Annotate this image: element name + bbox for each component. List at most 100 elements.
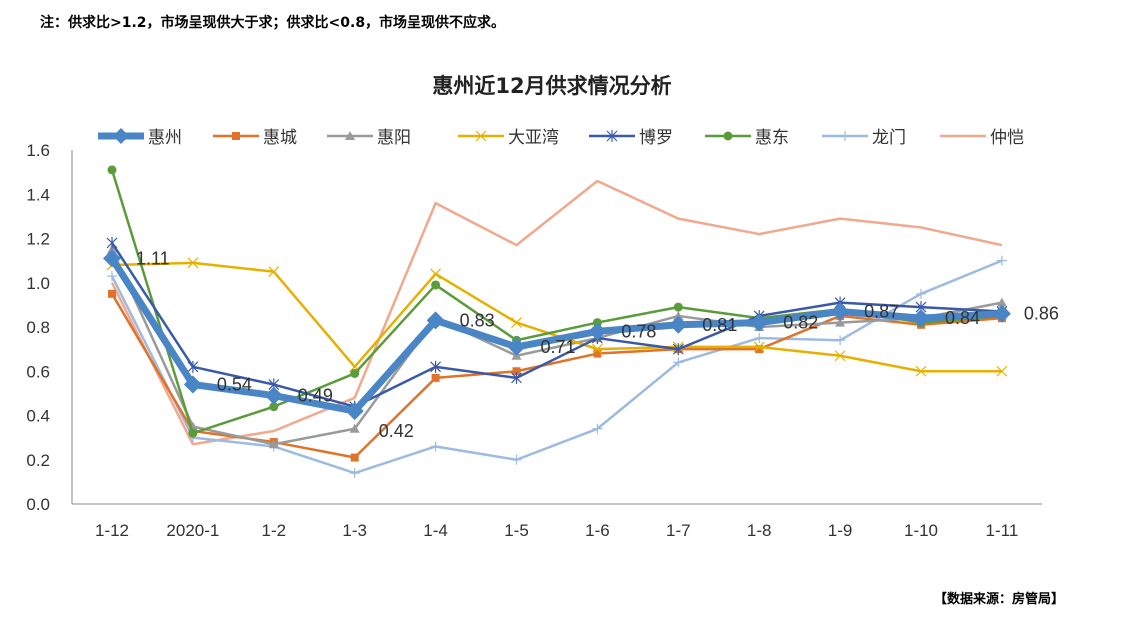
y-tick-label: 1.2 xyxy=(26,230,50,249)
legend-marker xyxy=(840,131,850,141)
y-tick-label: 0.4 xyxy=(26,407,50,426)
data-source: 【数据来源：房管局】 xyxy=(933,592,1064,607)
data-point xyxy=(107,271,117,282)
data-label: 1.11 xyxy=(136,248,170,268)
data-point xyxy=(588,322,607,341)
data-point xyxy=(187,360,199,373)
data-label: 0.49 xyxy=(298,386,333,406)
data-point xyxy=(350,368,360,378)
data-point xyxy=(350,453,359,462)
x-tick-label: 1-5 xyxy=(504,521,529,540)
x-tick-label: 1-2 xyxy=(262,521,287,540)
data-label: 0.84 xyxy=(945,308,980,328)
data-point xyxy=(915,365,927,377)
legend-marker xyxy=(345,131,355,140)
data-point xyxy=(264,386,283,405)
data-point xyxy=(835,317,846,327)
data-point xyxy=(345,402,364,421)
legend-marker xyxy=(475,130,487,142)
data-point xyxy=(591,343,603,355)
data-point xyxy=(992,304,1011,323)
data-point xyxy=(511,454,522,465)
series-line xyxy=(110,242,1002,408)
series-仲恺 xyxy=(110,179,1003,446)
data-point xyxy=(669,315,688,334)
legend-item: 仲恺 xyxy=(940,128,1024,148)
data-point xyxy=(507,337,526,356)
data-point xyxy=(592,423,603,434)
data-label: 0.81 xyxy=(702,315,737,335)
data-point xyxy=(834,350,846,362)
data-point xyxy=(430,441,441,452)
x-tick-label: 1-9 xyxy=(828,521,853,540)
y-tick-label: 0.8 xyxy=(26,318,50,337)
legend-label: 惠东 xyxy=(755,128,789,148)
data-point xyxy=(673,310,684,320)
data-label: 0.83 xyxy=(460,310,495,330)
chart-title: 惠州近12月供求情况分析 xyxy=(432,74,671,98)
data-point xyxy=(912,309,930,328)
x-tick-label: 1-11 xyxy=(986,521,1019,540)
data-point xyxy=(188,428,198,438)
data-point xyxy=(107,165,117,175)
data-point xyxy=(349,423,360,433)
data-point xyxy=(268,266,280,278)
y-tick-label: 1.0 xyxy=(26,274,50,293)
x-tick-label: 1-12 xyxy=(95,521,129,540)
data-point xyxy=(831,302,850,321)
data-point xyxy=(269,402,279,412)
data-point xyxy=(430,360,442,373)
data-point xyxy=(996,365,1008,377)
x-tick-label: 1-6 xyxy=(585,521,610,540)
y-tick-label: 1.6 xyxy=(26,141,50,160)
data-label: 0.78 xyxy=(621,321,656,341)
data-point xyxy=(187,257,199,269)
legend-item: 龙门 xyxy=(822,128,906,148)
data-point xyxy=(835,335,846,346)
legend: 惠州 惠城 惠阳 大亚湾 博罗 惠东 龙门 仲恺 xyxy=(98,128,1024,148)
x-tick-label: 1-8 xyxy=(747,521,772,540)
data-label: 0.87 xyxy=(864,302,899,322)
data-point xyxy=(673,302,683,312)
legend-item: 大亚湾 xyxy=(458,128,559,148)
data-label: 0.82 xyxy=(783,313,818,333)
y-tick-label: 0.0 xyxy=(26,495,50,514)
data-point xyxy=(672,343,684,356)
series-line xyxy=(110,249,1003,446)
data-point xyxy=(996,255,1007,266)
series-惠州 xyxy=(103,249,1011,421)
legend-label: 惠城 xyxy=(263,128,297,148)
legend-label: 龙门 xyxy=(872,128,906,148)
x-tick-label: 2020-1 xyxy=(166,521,219,540)
data-point xyxy=(268,439,279,449)
data-point xyxy=(183,375,202,394)
data-point xyxy=(107,244,117,254)
data-point xyxy=(431,280,441,290)
x-tick-label: 1-3 xyxy=(342,521,367,540)
x-tick-label: 1-7 xyxy=(666,521,691,540)
data-point xyxy=(673,357,684,368)
data-label: 0.71 xyxy=(541,337,576,357)
data-point xyxy=(754,333,765,344)
legend-label: 仲恺 xyxy=(990,128,1024,148)
series-line xyxy=(110,179,1003,446)
series-龙门 xyxy=(107,255,1007,479)
chart-note: 注：供求比>1.2，市场呈现供大于求；供求比<0.8，市场呈现供不应求。 xyxy=(40,15,506,31)
data-point xyxy=(426,311,445,330)
data-label: 0.42 xyxy=(379,421,414,441)
legend-marker xyxy=(606,130,618,142)
data-point xyxy=(755,345,764,354)
x-tick-label: 1-4 xyxy=(423,521,448,540)
data-point xyxy=(103,249,121,268)
legend-marker xyxy=(232,132,240,140)
legend-item: 惠州 xyxy=(98,128,182,148)
data-point xyxy=(511,371,522,384)
y-tick-label: 0.2 xyxy=(26,451,50,470)
legend-item: 博罗 xyxy=(589,128,673,148)
legend-item: 惠城 xyxy=(213,128,297,148)
legend-item: 惠阳 xyxy=(327,128,411,148)
x-tick-label: 1-10 xyxy=(904,521,938,540)
axes: 0.0 0.2 0.4 0.6 0.8 1.0 1.2 1.4 1.6 1-12 2020-1 1-2… xyxy=(26,141,1042,540)
data-point xyxy=(106,236,118,249)
